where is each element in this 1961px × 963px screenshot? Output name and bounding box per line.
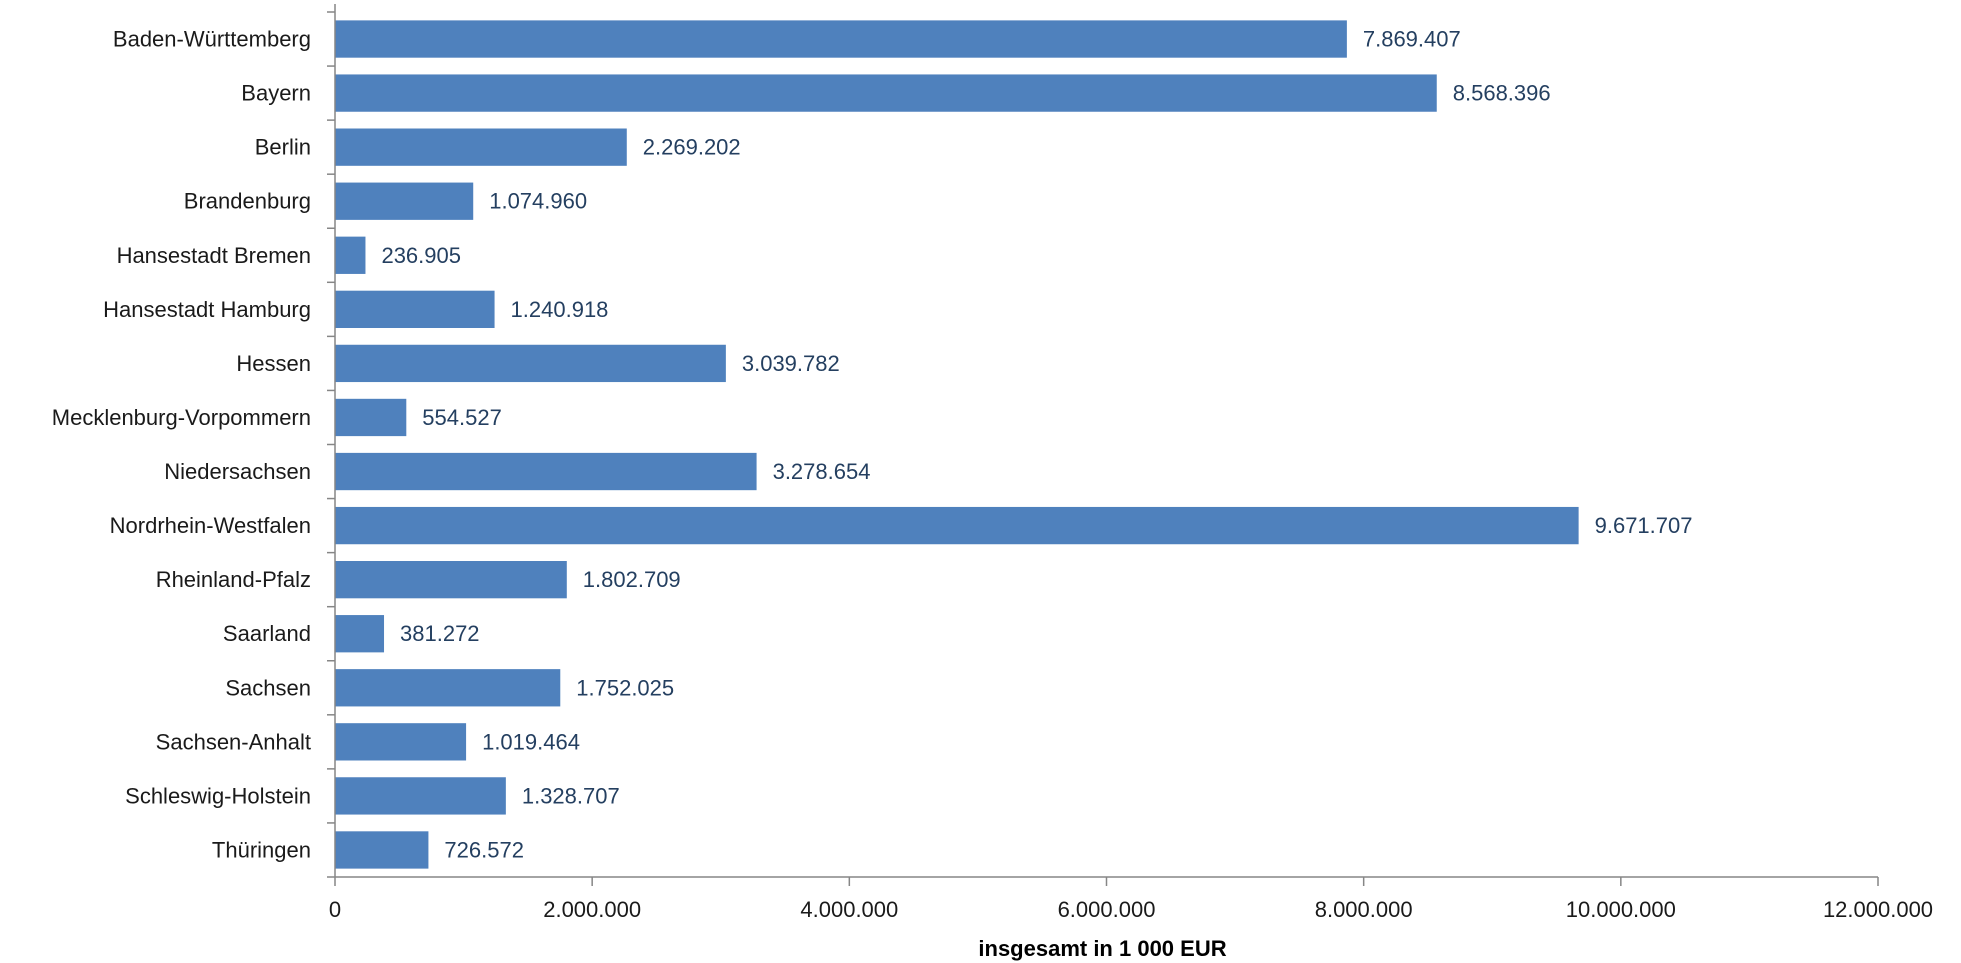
value-label: 726.572 [444, 837, 524, 862]
value-label: 9.671.707 [1595, 513, 1693, 538]
bar [335, 831, 429, 869]
x-tick-label: 10.000.000 [1566, 897, 1676, 922]
category-label: Mecklenburg-Vorpommern [52, 405, 311, 430]
category-label: Hansestadt Hamburg [103, 297, 311, 322]
value-label: 381.272 [400, 621, 480, 646]
x-tick-label: 12.000.000 [1823, 897, 1933, 922]
value-label: 8.568.396 [1453, 81, 1551, 106]
value-label: 2.269.202 [643, 135, 741, 160]
value-label: 1.802.709 [583, 567, 681, 592]
value-label: 3.039.782 [742, 351, 840, 376]
bar [335, 452, 757, 491]
bar [335, 615, 385, 653]
bar [335, 20, 1347, 58]
bar [335, 561, 567, 599]
category-label: Brandenburg [184, 189, 311, 214]
labels-layer: Baden-Württemberg 7.869.407 Bayern 8.568.39… [52, 27, 1933, 922]
bar [335, 344, 726, 383]
category-label: Niedersachsen [164, 459, 311, 484]
bar [335, 669, 561, 707]
category-label: Hansestadt Bremen [117, 243, 311, 268]
bar [335, 290, 495, 328]
x-tick-label: 8.000.000 [1315, 897, 1413, 922]
value-label: 7.869.407 [1363, 27, 1461, 52]
category-label: Hessen [236, 351, 311, 376]
category-label: Sachsen-Anhalt [156, 729, 311, 754]
value-label: 236.905 [381, 243, 461, 268]
value-label: 1.752.025 [576, 675, 674, 700]
category-label: Bayern [241, 81, 311, 106]
category-label: Baden-Württemberg [113, 27, 311, 52]
value-label: 554.527 [422, 405, 502, 430]
x-tick-label: 4.000.000 [800, 897, 898, 922]
x-tick-label: 0 [329, 897, 341, 922]
value-label: 1.240.918 [511, 297, 609, 322]
bar [335, 236, 366, 274]
value-label: 3.278.654 [773, 459, 871, 484]
category-label: Nordrhein-Westfalen [110, 513, 311, 538]
category-label: Berlin [255, 135, 311, 160]
category-label: Sachsen [225, 675, 311, 700]
bars-layer [335, 20, 1579, 869]
category-label: Rheinland-Pfalz [156, 567, 311, 592]
axes-layer [327, 4, 1879, 886]
value-label: 1.019.464 [482, 729, 580, 754]
bar [335, 777, 506, 815]
x-axis-title: insgesamt in 1 000 EUR [978, 936, 1226, 961]
bar [335, 128, 627, 166]
category-label: Saarland [223, 621, 311, 646]
bar [335, 506, 1579, 545]
bar [335, 182, 474, 220]
bar [335, 398, 407, 437]
x-tick-label: 2.000.000 [543, 897, 641, 922]
x-tick-label: 6.000.000 [1058, 897, 1156, 922]
category-label: Schleswig-Holstein [125, 783, 311, 808]
value-label: 1.074.960 [489, 189, 587, 214]
bar [335, 74, 1437, 112]
category-label: Thüringen [212, 837, 311, 862]
bar [335, 723, 467, 761]
value-label: 1.328.707 [522, 783, 620, 808]
